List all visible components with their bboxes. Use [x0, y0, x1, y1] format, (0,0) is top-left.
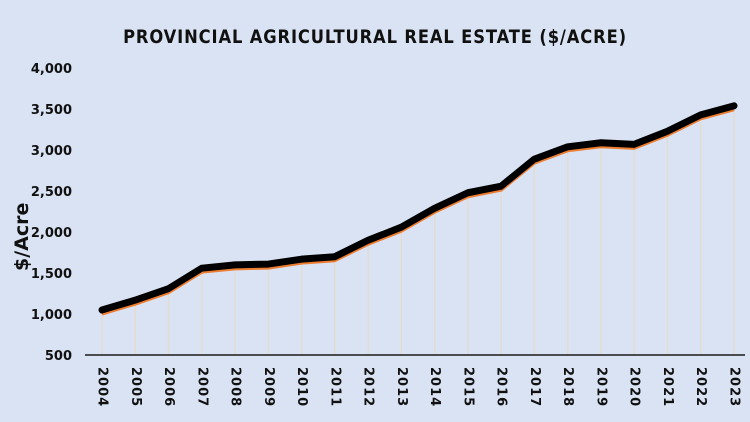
x-tick-label: 2008	[228, 367, 243, 407]
y-tick-label: 3,500	[31, 103, 72, 118]
x-tick-label: 2007	[194, 367, 209, 407]
x-tick-label: 2004	[95, 367, 110, 407]
y-tick-label: 2,000	[31, 226, 72, 241]
x-tick-label: 2019	[593, 367, 608, 407]
x-tick-label: 2010	[294, 367, 309, 407]
y-tick-label: 500	[45, 349, 72, 364]
y-tick-label: 4,000	[31, 62, 72, 77]
y-tick-label: 3,000	[31, 144, 72, 159]
series-shadow	[98, 102, 738, 314]
x-tick-label: 2009	[261, 367, 276, 407]
x-tick-label: 2018	[560, 367, 575, 407]
x-tick-label: 2021	[660, 367, 675, 407]
x-tick-label: 2023	[727, 367, 742, 407]
y-tick-label: 1,500	[31, 267, 72, 282]
x-tick-label: 2015	[460, 367, 475, 407]
y-tick-label: 2,500	[31, 185, 72, 200]
x-tick-label: 2014	[427, 367, 442, 407]
x-tick-label: 2017	[527, 367, 542, 407]
drop-lines	[101, 109, 735, 355]
x-tick-label: 2022	[693, 367, 708, 407]
x-tick-label: 2012	[361, 367, 376, 407]
y-tick-label: 1,000	[31, 308, 72, 323]
series-line	[101, 108, 735, 316]
chart-title: PROVINCIAL AGRICULTURAL REAL ESTATE ($/A…	[123, 26, 627, 48]
x-tick-label: 2005	[128, 367, 143, 407]
x-tick-label: 2020	[627, 367, 642, 407]
x-tick-label: 2011	[327, 367, 342, 407]
x-tick-label: 2006	[161, 367, 176, 407]
x-tick-label: 2016	[494, 367, 509, 407]
y-axis-ticks: 500 1,000 1,500 2,000 2,500 3,000 3,500 4,000	[31, 62, 72, 364]
x-tick-label: 2013	[394, 367, 409, 407]
x-axis-ticks: 2004 2005 2006 2007 2008 2009 2010 2011 2012 2013…	[95, 367, 742, 407]
